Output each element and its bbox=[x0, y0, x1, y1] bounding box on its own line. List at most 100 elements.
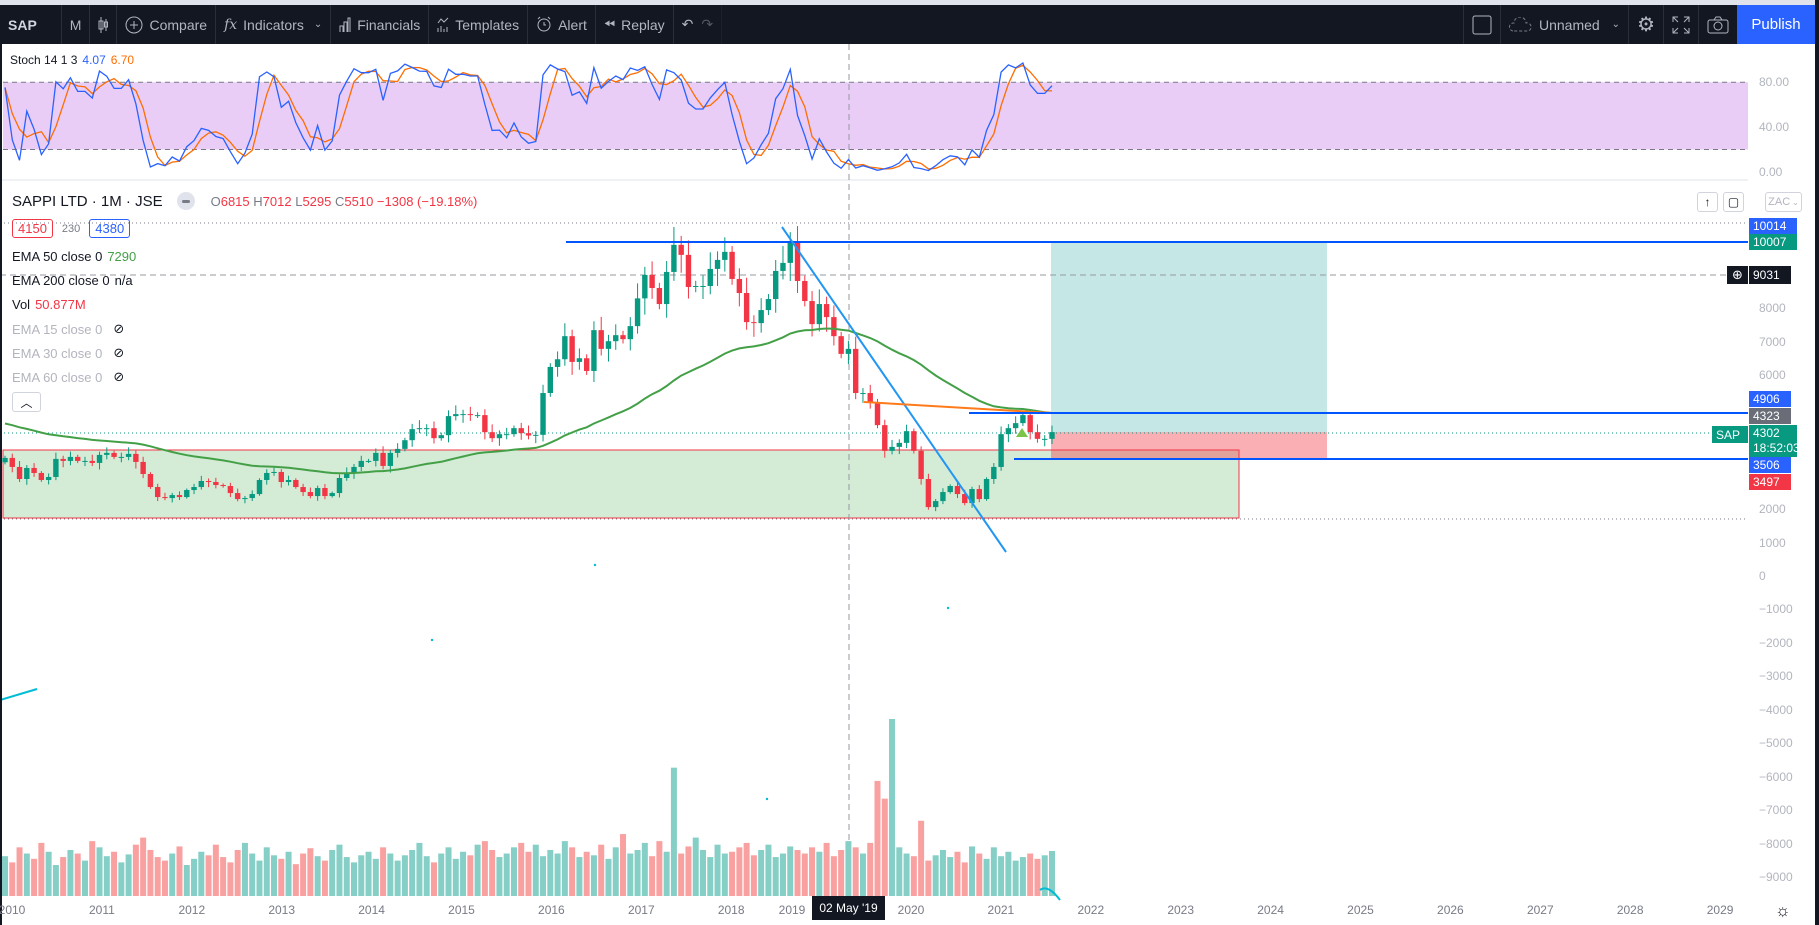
candle-body bbox=[387, 452, 394, 466]
candle bbox=[75, 454, 81, 464]
candle bbox=[365, 458, 372, 464]
volume-bar bbox=[772, 857, 779, 896]
volume-bar bbox=[496, 857, 503, 896]
indicator-volume[interactable]: Vol 50.877M bbox=[12, 297, 86, 312]
candle-body bbox=[743, 293, 750, 323]
candle bbox=[336, 474, 343, 498]
volume-bar bbox=[932, 855, 939, 896]
indicator-ema50[interactable]: EMA 50 close 0 7290 bbox=[12, 249, 137, 264]
candle-body bbox=[940, 492, 946, 502]
alert-button[interactable]: Alert bbox=[528, 5, 596, 44]
volume-bar bbox=[525, 851, 532, 896]
candle bbox=[932, 499, 939, 512]
year-label: 2025 bbox=[1347, 903, 1374, 917]
volume-bar bbox=[452, 858, 459, 896]
settings-button[interactable]: ⚙ bbox=[1628, 5, 1663, 44]
candle-body bbox=[511, 428, 517, 435]
volume-bar bbox=[598, 844, 605, 896]
candle bbox=[605, 334, 612, 362]
add-alert-plus-icon[interactable]: ⊕ bbox=[1727, 266, 1748, 284]
snapshot-button[interactable] bbox=[1698, 5, 1737, 44]
move-pane-up-button[interactable]: ↑ bbox=[1697, 192, 1718, 212]
chart-type-button[interactable] bbox=[90, 5, 118, 44]
replay-button[interactable]: ⏪︎ Replay bbox=[596, 5, 674, 44]
eye-crossed-icon[interactable]: ⊘ bbox=[113, 345, 125, 360]
volume-bar bbox=[227, 862, 234, 896]
layout-select-button[interactable] bbox=[1462, 5, 1500, 44]
volume-bar bbox=[561, 841, 568, 896]
publish-button[interactable]: Publish bbox=[1737, 5, 1815, 44]
candle-body bbox=[31, 467, 37, 473]
volume-bar bbox=[16, 847, 23, 896]
candle-body bbox=[998, 434, 1004, 467]
candle bbox=[845, 340, 852, 365]
price-axis-label: 6000 bbox=[1759, 368, 1786, 383]
undo-button[interactable]: ↶ bbox=[674, 5, 698, 44]
interval-button[interactable]: M bbox=[62, 5, 91, 44]
volume-bar bbox=[372, 858, 379, 896]
downtrend-line bbox=[781, 226, 1007, 553]
candles-icon bbox=[98, 16, 109, 34]
candle-body bbox=[220, 485, 226, 487]
year-label: 2023 bbox=[1167, 903, 1195, 917]
volume-bar bbox=[707, 857, 714, 896]
candle-body bbox=[460, 414, 466, 416]
candle bbox=[976, 485, 982, 503]
volume-bar bbox=[1041, 855, 1048, 896]
volume-bar bbox=[460, 851, 467, 896]
sell-button[interactable]: 4150 bbox=[12, 219, 53, 238]
candle bbox=[954, 482, 961, 499]
eye-crossed-icon[interactable]: ⊘ bbox=[113, 369, 125, 384]
indicator-ema15[interactable]: EMA 15 close 0 ⊘ bbox=[12, 321, 125, 337]
templates-button[interactable]: Templates bbox=[429, 5, 529, 44]
volume-bar bbox=[212, 844, 219, 896]
volume-bar bbox=[423, 856, 430, 896]
candle bbox=[925, 473, 932, 510]
candle bbox=[562, 323, 568, 366]
candle bbox=[264, 469, 270, 485]
symbol-search-button[interactable]: SAP bbox=[0, 5, 62, 44]
candle-body bbox=[554, 359, 561, 367]
buy-button[interactable]: 4380 bbox=[89, 219, 131, 238]
eye-crossed-icon[interactable]: ⊘ bbox=[113, 321, 125, 336]
volume-bar bbox=[118, 862, 125, 896]
indicators-button[interactable]: fx Indicators ⌄ bbox=[216, 5, 332, 44]
candle bbox=[1034, 424, 1041, 443]
candle bbox=[474, 412, 481, 419]
volume-bar bbox=[89, 841, 96, 896]
volume-bar bbox=[23, 853, 30, 896]
candle-body bbox=[932, 501, 939, 508]
candle bbox=[620, 330, 626, 344]
redo-button[interactable]: ↷ bbox=[697, 5, 723, 44]
indicator-ema30[interactable]: EMA 30 close 0 ⊘ bbox=[12, 345, 125, 361]
chart-settings-sun-icon[interactable]: ☼ bbox=[1775, 901, 1791, 920]
minus-icon[interactable] bbox=[176, 192, 195, 210]
stray-curve bbox=[1039, 887, 1061, 901]
financials-button[interactable]: Financials bbox=[331, 5, 430, 44]
indicator-ema200[interactable]: EMA 200 close 0 n/a bbox=[12, 273, 133, 288]
chevron-down-icon[interactable]: ⌄ bbox=[313, 19, 323, 30]
candle-body bbox=[467, 414, 474, 416]
candle bbox=[554, 351, 561, 377]
price-axis-label: −7000 bbox=[1759, 803, 1793, 818]
symbol-title[interactable]: SAPPI LTD · 1M · JSE bbox=[12, 192, 163, 210]
fullscreen-button[interactable] bbox=[1663, 5, 1698, 44]
compare-button[interactable]: Compare bbox=[117, 5, 217, 44]
currency-select[interactable]: ZAC ⌄ bbox=[1765, 192, 1802, 212]
volume-bar bbox=[278, 858, 285, 896]
publish-label: Publish bbox=[1751, 16, 1801, 33]
candle bbox=[445, 410, 452, 443]
collapse-legend-button[interactable]: ︿ bbox=[12, 392, 41, 412]
candle bbox=[31, 463, 37, 477]
candle bbox=[838, 331, 844, 359]
up-triangle-marker bbox=[1016, 428, 1028, 437]
candle bbox=[82, 456, 88, 467]
candle-body bbox=[627, 326, 633, 340]
candle bbox=[358, 455, 364, 472]
indicator-ema60[interactable]: EMA 60 close 0 ⊘ bbox=[12, 369, 125, 385]
maximize-pane-button[interactable]: ▢ bbox=[1723, 192, 1744, 212]
candle-body bbox=[234, 493, 241, 500]
volume-bar bbox=[750, 855, 757, 896]
layout-name-button[interactable]: Unnamed ⌄ bbox=[1499, 5, 1628, 44]
